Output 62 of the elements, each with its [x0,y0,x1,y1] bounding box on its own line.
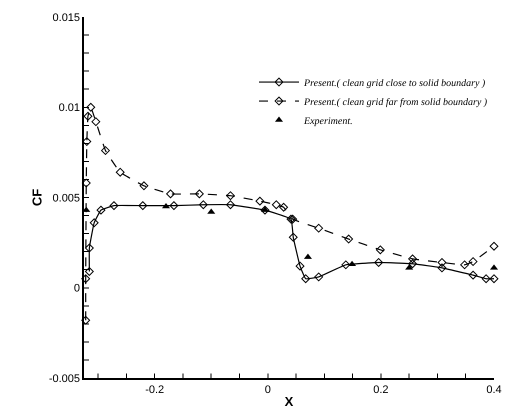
point [255,196,264,206]
point [314,272,324,282]
point [116,168,125,177]
point [408,259,417,268]
point [84,112,92,121]
x-tick-label: 0 [264,384,271,396]
point [296,262,304,270]
point [374,258,384,267]
point [438,258,446,267]
point [344,234,354,244]
point [376,245,385,254]
point [348,260,356,266]
point [460,260,469,270]
point [286,214,296,224]
point [166,189,175,198]
x-tick-label: 0.2 [373,384,389,396]
point [341,260,350,270]
y-tick-label: 0.015 [52,12,80,24]
x-tick-label: -0.2 [145,384,164,396]
point [482,274,490,284]
y-tick-label: 0 [74,282,80,295]
point [226,191,235,200]
point [82,178,91,188]
point [101,146,110,155]
point [288,214,298,224]
point [198,200,208,210]
point [314,224,324,233]
y-tick-label: -0.005 [48,372,80,385]
x-axis-title: X [284,394,294,410]
legend-label: Present.( clean grid close to solid boundary ) [303,78,486,89]
point [272,200,281,210]
legend-label: Experiment. [303,116,353,127]
point [468,257,478,266]
legend-label: Present.( clean grid far from solid boundary ) [303,96,488,108]
point [81,274,90,284]
point [194,189,204,198]
point [490,274,498,284]
point [170,201,178,210]
x-tick-label: 0.4 [486,384,502,396]
y-tick-label: 0.005 [52,192,80,204]
point [438,264,446,272]
y-tick-label: 0.01 [58,102,80,114]
point [81,316,90,325]
point [84,244,94,252]
point [490,242,498,251]
point [140,181,148,190]
point [279,202,288,212]
point [138,201,148,210]
point [207,208,216,214]
point [260,206,270,215]
point [96,206,106,215]
point [90,218,99,228]
y-axis-title: CF [29,188,44,206]
point [288,232,298,242]
point [226,200,235,210]
point [301,274,310,284]
point [468,270,478,280]
point [408,254,417,264]
point [86,102,96,112]
point [405,264,414,270]
point [91,117,100,126]
point [110,201,118,210]
